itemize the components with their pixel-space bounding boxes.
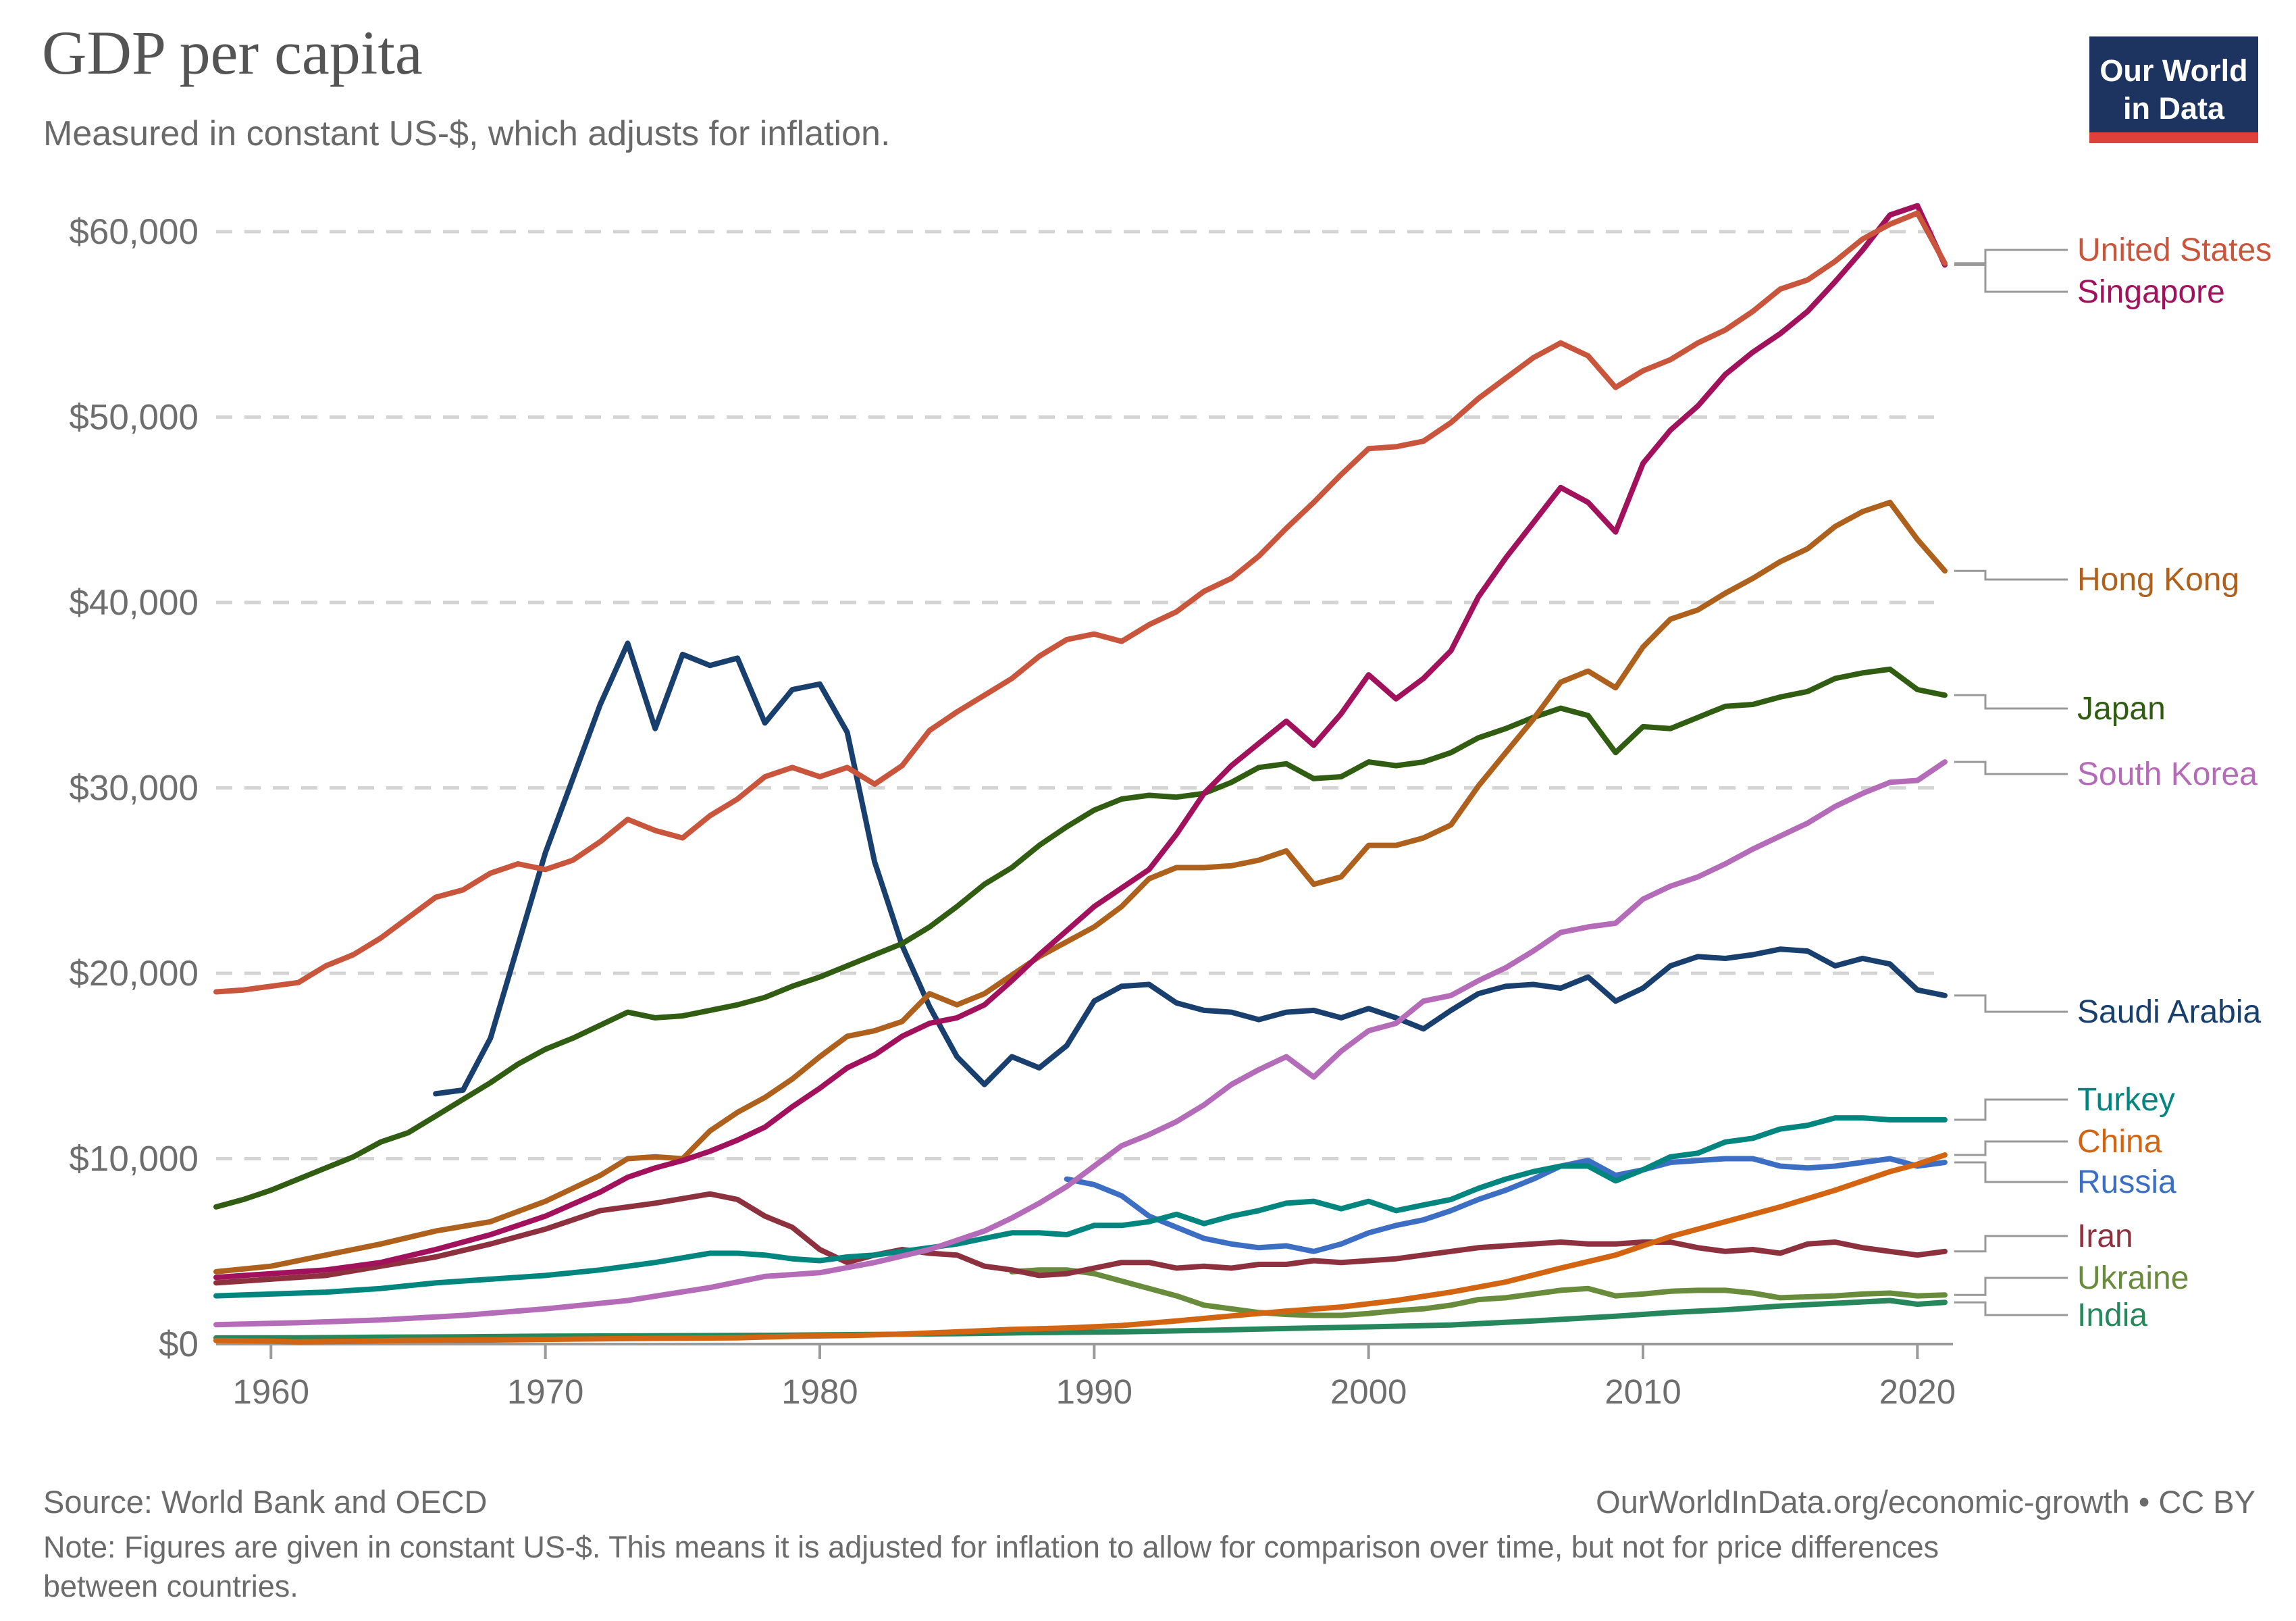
y-axis-tick-label: $40,000 bbox=[69, 583, 199, 623]
y-axis-tick-label: $0 bbox=[159, 1324, 199, 1364]
series-label-connector-china bbox=[1954, 1140, 2068, 1156]
series-line-hong-kong bbox=[213, 499, 1948, 1275]
note-text: Note: Figures are given in constant US-$… bbox=[43, 1528, 2069, 1606]
series-label-connector-saudi-arabia bbox=[1954, 994, 2068, 1013]
owid-logo-text-line2: in Data bbox=[2122, 91, 2225, 126]
series-label-connector-hong-kong bbox=[1954, 569, 2068, 581]
series-label-connector-iran bbox=[1954, 1235, 2068, 1253]
note-line2: between countries. bbox=[43, 1569, 298, 1603]
series-label-connector-united-states bbox=[1954, 249, 2068, 265]
x-axis-tick-label: 2010 bbox=[1604, 1372, 1681, 1411]
series-line-turkey bbox=[213, 1115, 1948, 1299]
owid-logo-text-line1: Our World bbox=[2099, 53, 2248, 88]
series-label-south-korea: South Korea bbox=[2077, 756, 2258, 792]
series-label-saudi-arabia: Saudi Arabia bbox=[2077, 994, 2262, 1030]
note-line1: Note: Figures are given in constant US-$… bbox=[43, 1530, 1939, 1564]
series-label-united-states: United States bbox=[2077, 232, 2272, 268]
x-axis-tick-label: 2020 bbox=[1879, 1372, 1956, 1411]
owid-logo-stripe bbox=[2089, 132, 2258, 143]
x-axis-tick-label: 2000 bbox=[1330, 1372, 1407, 1411]
page-title: GDP per capita bbox=[42, 18, 423, 87]
series-line-japan bbox=[213, 666, 1948, 1210]
chart-footer: Source: World Bank and OECD OurWorldInDa… bbox=[43, 1483, 2255, 1520]
series-label-japan: Japan bbox=[2077, 691, 2166, 727]
series-label-connector-russia bbox=[1954, 1161, 2068, 1183]
series-label-iran: Iran bbox=[2077, 1218, 2133, 1254]
series-label-connector-japan bbox=[1954, 694, 2068, 710]
series-label-connector-singapore bbox=[1954, 263, 2068, 293]
x-axis-tick-label: 1980 bbox=[781, 1372, 858, 1411]
y-axis-tick-label: $50,000 bbox=[69, 398, 199, 438]
series-label-china: China bbox=[2077, 1124, 2162, 1160]
series-line-ukraine bbox=[1009, 1267, 1948, 1318]
series-label-singapore: Singapore bbox=[2077, 274, 2225, 310]
series-label-connector-india bbox=[1954, 1301, 2068, 1316]
y-axis-tick-label: $20,000 bbox=[69, 954, 199, 994]
series-line-united-states bbox=[213, 210, 1948, 995]
attribution-text: OurWorldInData.org/economic-growth • CC … bbox=[1596, 1484, 2255, 1520]
x-axis-tick-label: 1970 bbox=[507, 1372, 583, 1411]
series-label-connector-south-korea bbox=[1954, 761, 2068, 775]
x-axis-tick-label: 1960 bbox=[233, 1372, 309, 1411]
series-line-saudi-arabia bbox=[433, 640, 1948, 1097]
series-line-iran bbox=[213, 1191, 1948, 1286]
series-label-connector-ukraine bbox=[1954, 1277, 2068, 1296]
series-label-india: India bbox=[2077, 1297, 2147, 1333]
chart-subtitle: Measured in constant US-$, which adjusts… bbox=[43, 114, 891, 153]
y-axis-tick-label: $30,000 bbox=[69, 769, 199, 808]
y-axis-tick-label: $10,000 bbox=[69, 1139, 199, 1179]
series-label-connector-turkey bbox=[1954, 1098, 2068, 1121]
series-line-singapore bbox=[213, 203, 1948, 1281]
series-line-india bbox=[213, 1297, 1948, 1341]
series-line-south-korea bbox=[213, 759, 1948, 1328]
owid-logo: Our World in Data bbox=[2089, 36, 2258, 143]
series-label-hong-kong: Hong Kong bbox=[2077, 562, 2239, 598]
series-label-russia: Russia bbox=[2077, 1164, 2176, 1200]
x-axis-tick-label: 1990 bbox=[1056, 1372, 1132, 1411]
source-text: Source: World Bank and OECD bbox=[43, 1484, 488, 1520]
series-line-russia bbox=[1064, 1156, 1948, 1254]
series-label-ukraine: Ukraine bbox=[2077, 1260, 2189, 1296]
series-label-turkey: Turkey bbox=[2077, 1082, 2175, 1118]
y-axis-tick-label: $60,000 bbox=[69, 212, 199, 252]
series-line-china bbox=[213, 1152, 1948, 1345]
